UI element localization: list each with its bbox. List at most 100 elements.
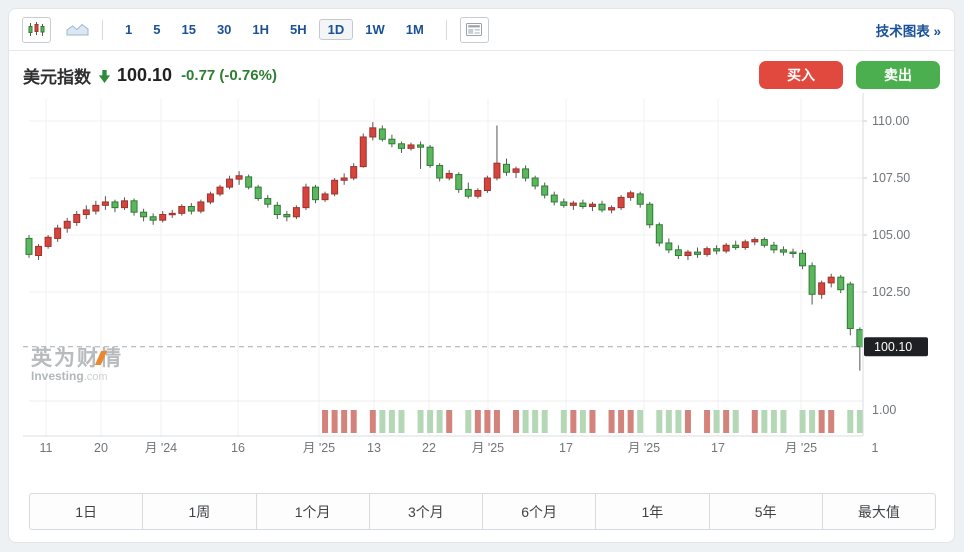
volume-bar	[436, 410, 443, 433]
candle-body	[159, 213, 167, 221]
volume-bar	[398, 410, 405, 433]
range-button-1周[interactable]: 1周	[142, 494, 255, 529]
interval-button-1h[interactable]: 1H	[252, 22, 270, 37]
volume-bar	[761, 410, 768, 433]
candle-body	[168, 212, 176, 216]
interval-button-1w[interactable]: 1W	[365, 22, 385, 37]
range-button-3个月[interactable]: 3个月	[368, 494, 482, 529]
candle-body	[837, 276, 845, 291]
volume-bar	[322, 410, 329, 433]
range-button-1日[interactable]: 1日	[75, 503, 98, 520]
candle-body	[187, 206, 195, 212]
volume-bar	[618, 410, 625, 433]
candle-body	[111, 201, 119, 209]
volume-bar	[847, 410, 854, 433]
last-price-tag	[864, 337, 928, 357]
candle-body	[178, 206, 186, 214]
candle-body	[121, 200, 128, 209]
volume-bar	[799, 410, 806, 433]
chart-toolbar: 1 5 15 30 1H 5H 1D 1W 1M 技术图表 »	[9, 9, 954, 51]
last-price-layer: 100.10	[23, 337, 928, 357]
interval-button-1d[interactable]: 1D	[318, 19, 354, 40]
candlestick-chart-button[interactable]	[22, 16, 51, 43]
candle-body	[674, 249, 682, 257]
volume-bar	[780, 410, 787, 433]
volume-bar	[493, 410, 500, 433]
candle-body	[82, 209, 90, 215]
candle-body	[378, 128, 386, 140]
x-axis-label: 月 '25	[303, 441, 335, 455]
price-change: -0.77 (-0.76%)	[181, 66, 277, 84]
interval-button-30[interactable]: 30	[216, 22, 232, 37]
area-chart-button[interactable]	[66, 23, 89, 36]
technical-chart-link[interactable]: 技术图表 »	[875, 23, 941, 39]
volume-bar	[723, 410, 730, 433]
range-button-最大值[interactable]: 最大值	[821, 494, 935, 529]
last-price-tag-label: 100.10	[874, 340, 912, 354]
interval-button-5[interactable]: 5	[153, 22, 161, 37]
range-button-6个月[interactable]: 6个月	[482, 494, 595, 529]
x-axis-label: 月 '25	[472, 441, 504, 455]
volume-bar	[427, 410, 434, 433]
candle-body	[359, 136, 367, 168]
y-axis-label: 107.50	[872, 171, 910, 185]
candle-body	[665, 242, 673, 251]
x-axis-label: 17	[559, 441, 573, 455]
range-button-1个月[interactable]: 1个月	[255, 494, 369, 529]
candle-body	[445, 172, 453, 179]
x-axis-label: 22	[422, 441, 436, 455]
volume-bar	[560, 410, 567, 433]
volume-bar	[532, 410, 539, 433]
candle-body	[617, 196, 625, 209]
news-panel-button[interactable]	[459, 16, 489, 43]
x-axis-label: 13	[367, 441, 381, 455]
range-button-1年[interactable]: 1年	[595, 494, 708, 529]
candle-body	[531, 177, 539, 187]
toolbar-divider	[445, 19, 447, 40]
range-button-5年[interactable]: 5年	[708, 494, 822, 529]
volume-bar	[751, 410, 758, 433]
volume-bar	[713, 410, 720, 433]
candle-body	[426, 146, 434, 166]
volume-bar	[474, 410, 481, 433]
candle-body	[569, 202, 577, 206]
candle-body	[598, 203, 606, 211]
volume-bar	[379, 410, 386, 433]
candle-body	[388, 138, 396, 145]
interval-button-1m[interactable]: 1M	[405, 22, 424, 37]
buy-button[interactable]: 买入	[759, 61, 843, 89]
grid-layer	[29, 99, 863, 436]
candle-body	[216, 186, 224, 195]
area-chart-icon	[66, 23, 89, 36]
candle-body	[197, 201, 205, 212]
trade-buttons: 买入 卖出	[759, 61, 940, 89]
candle-body	[856, 329, 864, 348]
volume-layer	[322, 410, 863, 433]
candle-body	[283, 213, 291, 218]
volume-bar	[331, 410, 338, 433]
candle-body	[779, 249, 787, 253]
volume-bar	[675, 410, 682, 433]
candlestick-icon	[28, 22, 45, 37]
interval-button-5h[interactable]: 5H	[290, 22, 307, 37]
volume-bar	[369, 410, 376, 433]
candle-body	[722, 244, 730, 252]
sell-button[interactable]: 卖出	[856, 61, 940, 89]
price-chart[interactable]: 110.00 107.50 105.00 102.50 11 20 月 '24 16 月 '25…	[9, 93, 954, 461]
candle-body	[350, 166, 358, 179]
interval-button-15[interactable]: 15	[181, 22, 196, 37]
volume-bar	[608, 410, 615, 433]
candle-body	[550, 194, 558, 203]
candle-body	[407, 144, 415, 149]
volume-bar	[522, 410, 529, 433]
candle-body	[264, 198, 272, 205]
news-panel-icon	[466, 23, 483, 36]
candle-body	[483, 177, 491, 192]
volume-bar	[732, 410, 739, 433]
interval-button-1[interactable]: 1	[125, 22, 133, 37]
x-axis-label: 月 '25	[628, 441, 660, 455]
volume-axis-label: 1.00	[872, 403, 896, 417]
volume-bar	[541, 410, 548, 433]
chart-area: 110.00 107.50 105.00 102.50 11 20 月 '24 16 月 '25…	[9, 93, 954, 461]
y-axis-label: 105.00	[872, 228, 910, 242]
